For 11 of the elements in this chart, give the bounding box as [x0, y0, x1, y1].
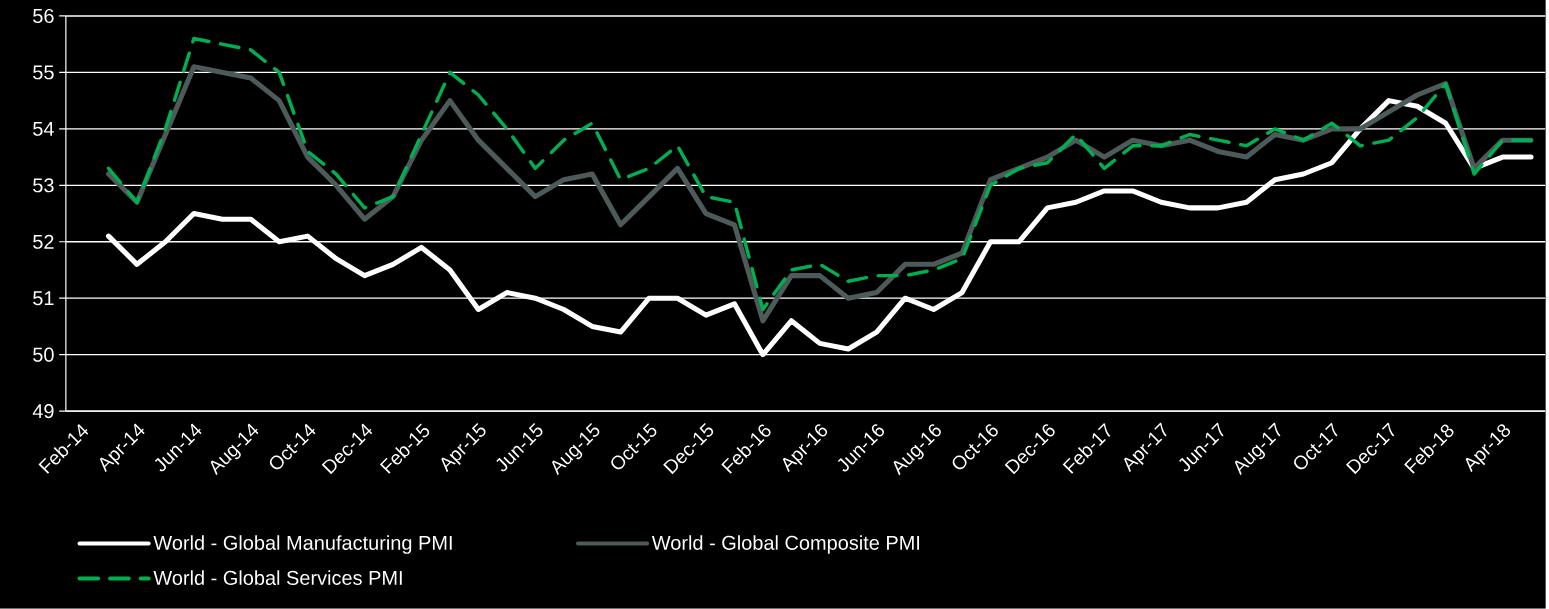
legend-label: World - Global Composite PMI — [651, 535, 920, 554]
y-tick-label: 50 — [33, 347, 54, 362]
legend-label: World - Global Manufacturing PMI — [153, 535, 452, 554]
y-tick-label: 52 — [33, 234, 54, 249]
y-tick-label: 54 — [33, 122, 54, 136]
legend-label: World - Global Services PMI — [153, 570, 402, 586]
y-tick-label: 51 — [33, 291, 54, 306]
y-tick-label: 53 — [33, 178, 54, 193]
y-tick-label: 56 — [33, 9, 54, 24]
y-tick-label: 49 — [32, 404, 54, 419]
y-tick-label: 55 — [33, 65, 54, 80]
